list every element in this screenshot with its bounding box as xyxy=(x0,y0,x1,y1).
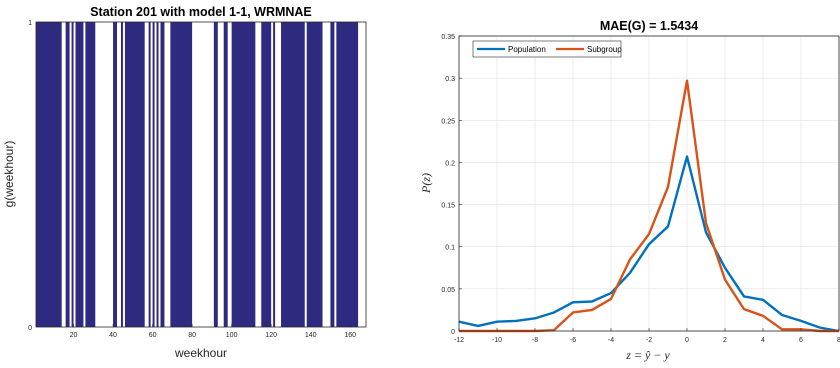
right-x-ticks: -12 -10 -8 -6 -4 -2 0 2 4 6 8 xyxy=(454,328,840,344)
right-y-axis-label: P(z) xyxy=(419,173,433,194)
right-chart: MAE(G) = 1.5434 -12 -10 -8 -6 -4 -2 0 2 4 6 8 0 0.0… xyxy=(419,19,840,362)
bar-range-8 xyxy=(148,22,151,327)
right-chart-title: MAE(G) = 1.5434 xyxy=(600,19,698,33)
legend: Population Subgroup xyxy=(472,40,622,58)
left-x-tick-label: 120 xyxy=(265,332,277,339)
left-y-tick-label: 0 xyxy=(28,325,32,332)
left-x-tick-label: 60 xyxy=(149,332,157,339)
right-x-tick-label: -4 xyxy=(608,337,614,344)
series-line-population xyxy=(458,155,840,333)
right-y-tick-label: 0.2 xyxy=(445,160,455,167)
bar-range-0 xyxy=(36,22,62,327)
right-x-tick-label: 2 xyxy=(723,337,727,344)
bar-range-11 xyxy=(160,22,165,327)
right-x-tick-label: -6 xyxy=(570,337,576,344)
left-y-axis-label: g(weekhour) xyxy=(2,141,16,208)
bar-range-14 xyxy=(223,22,228,327)
left-x-tick-label: 100 xyxy=(226,332,238,339)
bar-range-12 xyxy=(170,22,193,327)
right-y-tick-label: 0.25 xyxy=(441,118,455,125)
right-y-tick-label: 0.3 xyxy=(445,76,455,83)
right-y-tick-label: 0 xyxy=(451,329,455,336)
bar-range-6 xyxy=(120,22,123,327)
bar-range-9 xyxy=(152,22,155,327)
right-x-tick-label: 8 xyxy=(837,337,840,344)
left-axes-box xyxy=(35,21,367,328)
legend-box xyxy=(472,40,622,58)
bar-range-21 xyxy=(336,22,359,327)
left-x-tick-label: 140 xyxy=(305,332,317,339)
right-y-tick-label: 0.35 xyxy=(441,34,455,41)
bar-range-7 xyxy=(124,22,145,327)
left-chart-title: Station 201 with model 1-1, WRMNAE xyxy=(90,5,312,19)
bar-range-10 xyxy=(156,22,159,327)
bar-range-1 xyxy=(65,22,70,327)
bar-range-15 xyxy=(231,22,256,327)
left-x-ticks: 20 40 60 80 100 120 140 160 xyxy=(70,324,356,339)
legend-label-subgroup: Subgroup xyxy=(587,45,622,54)
bar-range-3 xyxy=(75,22,84,327)
right-x-tick-label: 0 xyxy=(685,337,689,344)
right-x-axis-label: z = ŷ − y xyxy=(625,348,670,362)
right-x-tick-label: 6 xyxy=(799,337,803,344)
left-bars xyxy=(36,22,359,327)
right-x-tick-label: -10 xyxy=(492,337,502,344)
bar-range-16 xyxy=(261,22,272,327)
right-x-tick-label: 4 xyxy=(761,337,765,344)
right-y-tick-label: 0.1 xyxy=(445,245,455,252)
left-y-ticks: 01 xyxy=(28,20,32,332)
right-y-tick-label: 0.15 xyxy=(441,203,455,210)
bar-range-19 xyxy=(306,22,323,327)
left-y-tick-label: 1 xyxy=(28,20,32,27)
right-x-tick-label: -12 xyxy=(454,337,464,344)
bar-range-20 xyxy=(330,22,335,327)
right-y-ticks: 0 0.05 0.1 0.15 0.2 0.25 0.3 0.35 xyxy=(441,34,462,336)
right-grid xyxy=(458,35,840,332)
right-y-tick-label: 0.05 xyxy=(441,287,455,294)
bar-range-2 xyxy=(71,22,74,327)
legend-label-population: Population xyxy=(508,45,546,54)
bar-range-13 xyxy=(213,22,218,327)
left-x-tick-label: 160 xyxy=(344,332,356,339)
bar-range-17 xyxy=(273,22,276,327)
bar-range-5 xyxy=(113,22,118,327)
left-x-axis-label: weekhour xyxy=(174,346,227,360)
bar-range-18 xyxy=(281,22,305,327)
right-x-tick-label: -2 xyxy=(646,337,652,344)
left-x-tick-label: 80 xyxy=(188,332,196,339)
bar-range-4 xyxy=(85,22,96,327)
left-chart: Station 201 with model 1-1, WRMNAE 20 40 6… xyxy=(2,5,367,360)
left-x-tick-label: 40 xyxy=(109,332,117,339)
left-x-tick-label: 20 xyxy=(70,332,78,339)
right-x-tick-label: -8 xyxy=(532,337,538,344)
